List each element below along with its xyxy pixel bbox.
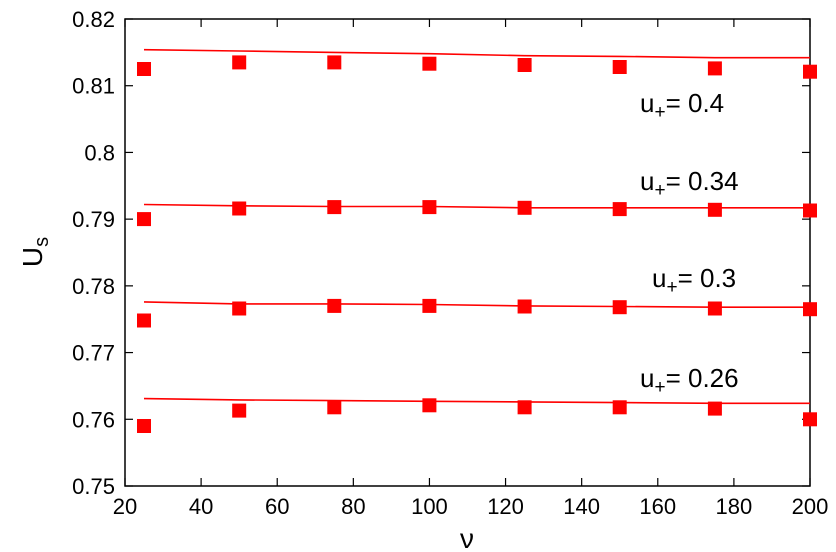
data-point bbox=[422, 200, 437, 215]
series-label-value: = 0.3 bbox=[678, 263, 737, 293]
data-point bbox=[232, 403, 247, 418]
y-axis-label-main: U bbox=[17, 247, 48, 267]
data-point bbox=[137, 313, 151, 328]
series-line bbox=[143, 48, 810, 59]
y-tick-label: 0.82 bbox=[72, 7, 115, 32]
data-point bbox=[327, 400, 342, 415]
data-point bbox=[422, 298, 437, 313]
data-point bbox=[232, 301, 247, 316]
data-point bbox=[232, 55, 247, 70]
data-point bbox=[803, 412, 817, 427]
series-line bbox=[143, 203, 810, 209]
x-tick-label: 100 bbox=[411, 494, 448, 519]
x-tick-label: 200 bbox=[792, 494, 829, 519]
data-point bbox=[422, 398, 437, 413]
y-tick-label: 0.76 bbox=[72, 407, 115, 432]
data-point bbox=[517, 299, 532, 314]
series-lines bbox=[143, 48, 810, 405]
data-point bbox=[137, 62, 151, 76]
x-tick-label: 160 bbox=[639, 494, 676, 519]
y-tick-label: 0.78 bbox=[72, 274, 115, 299]
y-tick-label: 0.77 bbox=[72, 341, 115, 366]
series-label: u+= 0.3 bbox=[652, 263, 736, 298]
data-point bbox=[137, 212, 151, 227]
series-label-value: = 0.4 bbox=[666, 88, 725, 118]
series-label-sub: + bbox=[654, 102, 665, 123]
series-label-base: u bbox=[640, 363, 654, 393]
x-axis-label: ν bbox=[460, 523, 474, 552]
series-label-base: u bbox=[652, 263, 666, 293]
data-point bbox=[612, 300, 627, 315]
y-tick-label: 0.79 bbox=[72, 207, 115, 232]
data-point bbox=[327, 298, 342, 313]
plot-frame bbox=[124, 18, 811, 487]
data-point bbox=[137, 419, 151, 433]
x-tick-label: 180 bbox=[716, 494, 753, 519]
y-tick-label: 0.8 bbox=[84, 140, 115, 165]
y-axis-label: Us bbox=[17, 237, 53, 267]
data-point bbox=[327, 200, 342, 215]
data-point bbox=[707, 401, 722, 416]
data-point bbox=[517, 400, 532, 415]
x-tick-label: 20 bbox=[113, 494, 137, 519]
data-point bbox=[612, 60, 627, 74]
x-tick-label: 40 bbox=[189, 494, 213, 519]
data-point bbox=[612, 202, 627, 217]
series-label-value: = 0.26 bbox=[666, 363, 739, 393]
data-point bbox=[517, 200, 532, 215]
series-label: u+= 0.26 bbox=[640, 363, 739, 398]
series-label-sub: + bbox=[654, 180, 665, 201]
x-tick-label: 80 bbox=[341, 494, 365, 519]
data-point bbox=[327, 55, 342, 70]
series-label-sub: + bbox=[666, 277, 677, 298]
data-point bbox=[612, 400, 627, 415]
x-tick-label: 120 bbox=[487, 494, 524, 519]
data-point bbox=[803, 64, 817, 79]
y-tick-label: 0.75 bbox=[72, 474, 115, 499]
axis-ticks: 20 40 60 80 100 120 140 160 180 200 0.75 0.76 0.77 0.… bbox=[72, 7, 828, 519]
series-annotations: u+= 0.4u+= 0.34u+= 0.3u+= 0.26 bbox=[640, 88, 739, 398]
data-point bbox=[803, 203, 817, 218]
y-axis-label-sub: s bbox=[31, 237, 53, 247]
data-point bbox=[803, 302, 817, 317]
x-tick-label: 140 bbox=[563, 494, 600, 519]
data-point bbox=[517, 58, 532, 72]
series-label-base: u bbox=[640, 166, 654, 196]
data-point bbox=[707, 301, 722, 316]
series-label: u+= 0.34 bbox=[640, 166, 739, 201]
y-tick-label: 0.81 bbox=[72, 74, 115, 99]
data-point bbox=[232, 201, 247, 216]
series-label: u+= 0.4 bbox=[640, 88, 724, 123]
series-label-base: u bbox=[640, 88, 654, 118]
series-label-sub: + bbox=[654, 377, 665, 398]
data-point bbox=[707, 61, 722, 76]
data-point bbox=[707, 202, 722, 217]
series-label-value: = 0.34 bbox=[666, 166, 739, 196]
series-points bbox=[137, 55, 817, 433]
series-line bbox=[143, 397, 810, 405]
data-point bbox=[422, 56, 437, 71]
series-line bbox=[143, 301, 810, 308]
x-tick-label: 60 bbox=[265, 494, 289, 519]
